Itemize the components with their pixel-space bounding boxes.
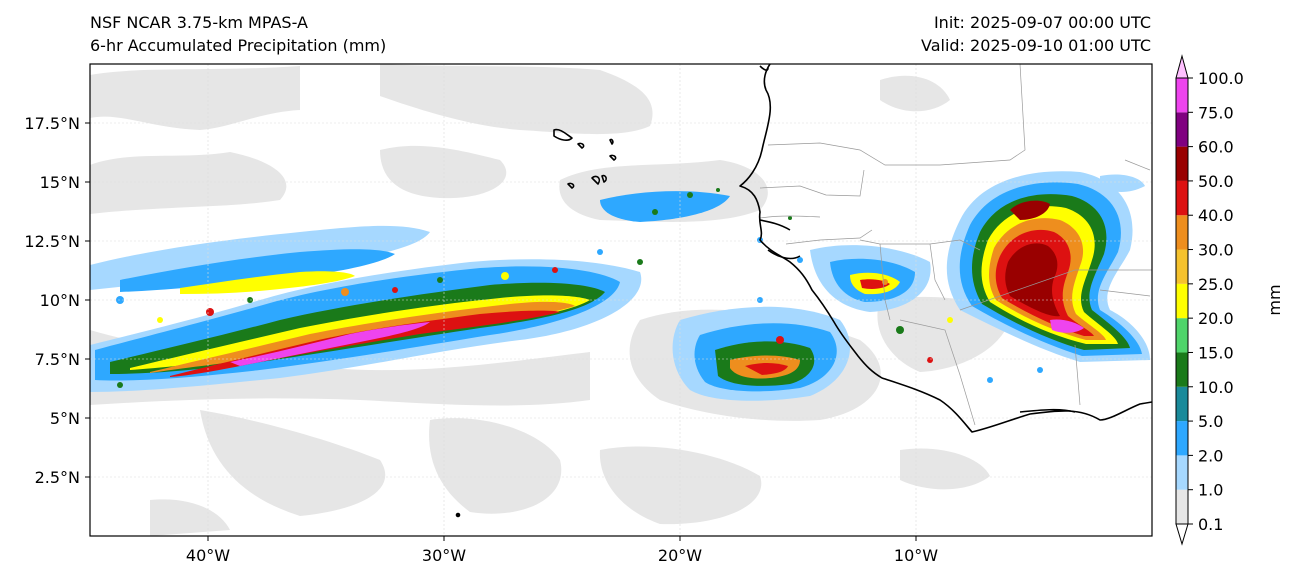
y-tick-label: 15°N <box>40 173 80 192</box>
colorbar-tick-label: 2.0 <box>1198 446 1223 465</box>
precip-north-band <box>90 191 730 294</box>
title-valid-time: Valid: 2025-09-10 01:00 UTC <box>920 36 1151 55</box>
colorbar-segment <box>1176 352 1188 387</box>
colorbar-segment <box>1176 489 1188 524</box>
colorbar-segment <box>1176 421 1188 456</box>
colorbar-segment <box>1176 455 1188 490</box>
precip-mcs-east <box>946 171 1150 362</box>
y-tick-label: 2.5°N <box>35 468 80 487</box>
colorbar-tick-label: 60.0 <box>1198 138 1234 157</box>
colorbar-tick-label: 75.0 <box>1198 103 1234 122</box>
colorbar-tick-label: 25.0 <box>1198 275 1234 294</box>
colorbar-frame <box>1175 77 1189 525</box>
colorbar-label: mm <box>1265 284 1284 315</box>
y-tick-label: 17.5°N <box>24 114 80 133</box>
map-area <box>90 64 1152 536</box>
x-axis: 40°W 30°W 20°W 10°W <box>186 536 938 565</box>
colorbar-tick-label: 30.0 <box>1198 241 1234 260</box>
colorbar-segment <box>1176 249 1188 284</box>
y-tick-label: 10°N <box>40 291 80 310</box>
colorbar-segment <box>1176 146 1188 181</box>
gridlines <box>90 64 1152 536</box>
x-tick-label: 10°W <box>894 546 938 565</box>
x-tick-label: 20°W <box>658 546 702 565</box>
colorbar-extend-low <box>1175 523 1189 546</box>
title-init-time: Init: 2025-09-07 00:00 UTC <box>933 13 1151 32</box>
colorbar-tick-label: 5.0 <box>1198 412 1223 431</box>
colorbar-tick-label: 15.0 <box>1198 343 1234 362</box>
colorbar-tick-label: 20.0 <box>1198 309 1234 328</box>
y-axis: 2.5°N 5°N 7.5°N 10°N 12.5°N 15°N 17.5°N <box>24 114 90 487</box>
colorbar-segment <box>1176 386 1188 422</box>
colorbar-segment <box>1176 283 1188 319</box>
precip-coastal-cluster <box>672 245 931 401</box>
colorbar: 0.1 1.0 2.0 5.0 10.0 15.0 20.0 25.0 30.0 40.0 50.0… <box>1175 54 1244 546</box>
colorbar-segment <box>1176 215 1188 250</box>
colorbar-segment <box>1176 180 1188 216</box>
x-tick-label: 30°W <box>422 546 466 565</box>
colorbar-segment <box>1176 78 1188 113</box>
colorbar-tick-label: 0.1 <box>1198 515 1223 534</box>
y-tick-label: 7.5°N <box>35 350 80 369</box>
colorbar-tick-label: 40.0 <box>1198 206 1234 225</box>
precip-itcz-band <box>90 259 642 392</box>
colorbar-tick-label: 1.0 <box>1198 481 1223 500</box>
y-tick-label: 12.5°N <box>24 232 80 251</box>
title-model: NSF NCAR 3.75-km MPAS-A <box>90 13 308 32</box>
country-borders <box>759 64 1152 426</box>
title-field: 6-hr Accumulated Precipitation (mm) <box>90 36 387 55</box>
colorbar-tick-label: 100.0 <box>1198 69 1244 88</box>
coastlines <box>455 64 1152 518</box>
colorbar-segment <box>1176 318 1188 353</box>
colorbar-tick-label: 50.0 <box>1198 172 1234 191</box>
y-tick-label: 5°N <box>50 409 80 428</box>
colorbar-segment <box>1176 112 1188 147</box>
colorbar-tick-label: 10.0 <box>1198 378 1234 397</box>
precip-scattered-cells <box>116 188 1043 388</box>
x-tick-label: 40°W <box>186 546 230 565</box>
colorbar-extend-high <box>1175 54 1189 79</box>
